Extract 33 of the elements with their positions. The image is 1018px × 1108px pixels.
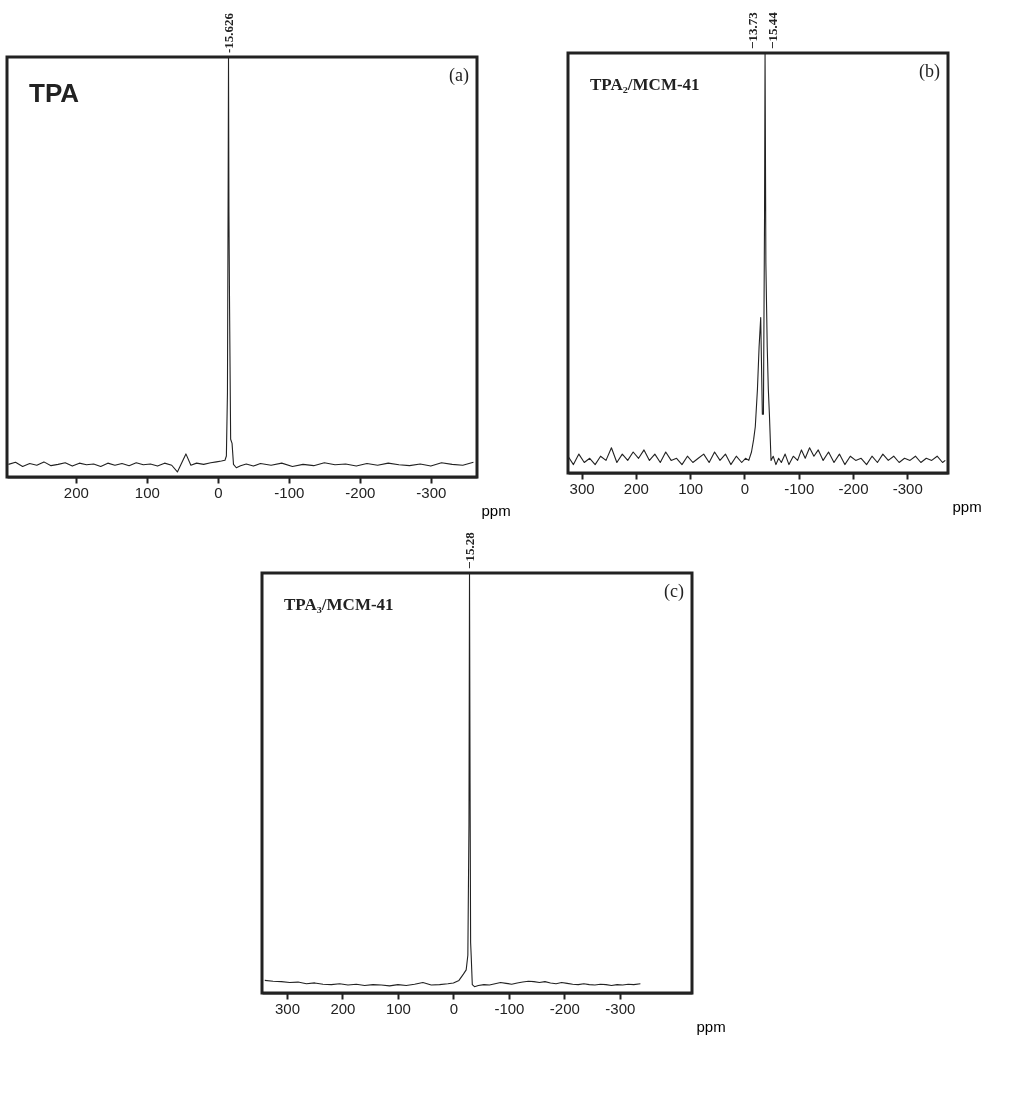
text: TPA xyxy=(28,78,79,108)
x-axis-title: ppm xyxy=(696,1017,726,1035)
x-tick-label: -100 xyxy=(783,479,814,497)
x-tick-label: 300 xyxy=(274,999,300,1017)
text: TPA₃/MCM-41 xyxy=(284,595,394,614)
x-tick-label: -200 xyxy=(344,483,375,501)
x-tick-label: -100 xyxy=(494,999,525,1017)
x-axis-title: ppm xyxy=(952,497,982,515)
annotation: −13.73 xyxy=(744,11,760,49)
text: TPA₂/MCM-41 xyxy=(589,75,700,94)
annotation: (a) xyxy=(448,65,469,86)
x-tick-label: 200 xyxy=(330,999,356,1017)
annotation: −15.28 xyxy=(461,531,477,569)
x-tick-label: 0 xyxy=(449,999,459,1017)
x-axis-title: ppm xyxy=(481,501,511,519)
x-tick-label: -300 xyxy=(892,479,923,497)
x-tick-label: -300 xyxy=(415,483,446,501)
x-tick-label: -200 xyxy=(549,999,580,1017)
annotation: (b) xyxy=(918,61,940,82)
annotation: (c) xyxy=(664,581,684,602)
x-tick-label: 100 xyxy=(385,999,411,1017)
x-tick-label: 0 xyxy=(213,483,223,501)
x-tick-label: 200 xyxy=(63,483,89,501)
x-tick-label: 100 xyxy=(677,479,703,497)
annotation: -15.626 xyxy=(220,12,236,53)
x-tick-label: 0 xyxy=(740,479,749,497)
annotation: −15.44 xyxy=(764,11,780,49)
x-tick-label: 300 xyxy=(569,479,595,497)
x-tick-label: -200 xyxy=(837,479,869,497)
x-tick-label: 100 xyxy=(134,483,160,501)
x-tick-label: 200 xyxy=(623,479,649,497)
x-tick-label: -300 xyxy=(605,999,636,1017)
x-tick-label: -100 xyxy=(273,483,304,501)
